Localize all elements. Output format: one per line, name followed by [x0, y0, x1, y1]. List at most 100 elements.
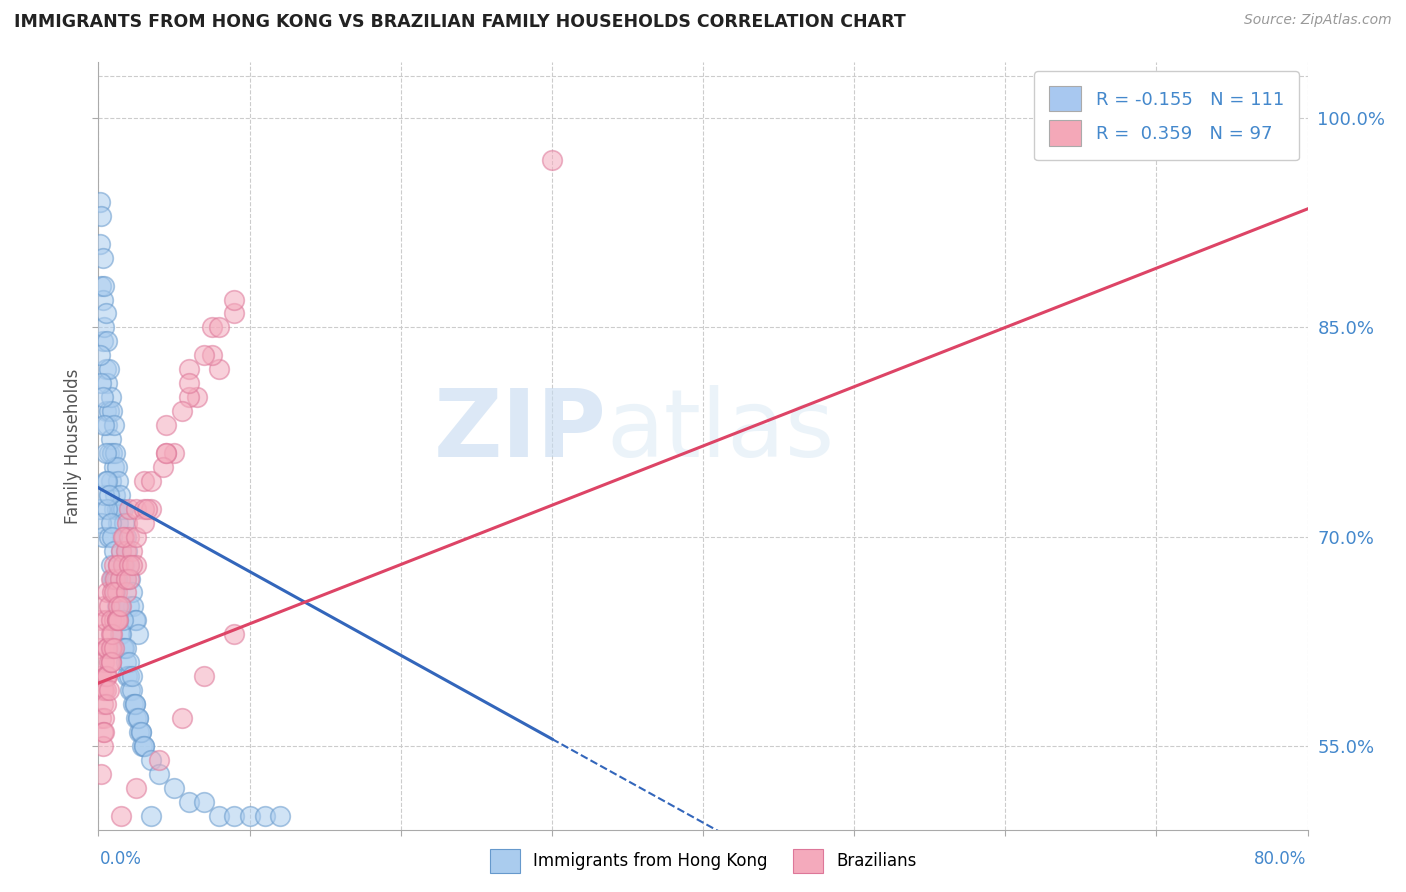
Point [96, 474, 118, 488]
Point [93, 683, 115, 698]
Point [107, 613, 129, 627]
Point [132, 516, 155, 530]
Point [104, 572, 127, 586]
Point [125, 613, 148, 627]
Point [170, 404, 193, 418]
Point [100, 432, 122, 446]
Point [103, 418, 125, 433]
Point [101, 572, 124, 586]
Point [104, 488, 127, 502]
Point [93, 320, 115, 334]
Point [121, 585, 143, 599]
Point [155, 418, 177, 433]
Point [90, 613, 112, 627]
Point [107, 558, 129, 572]
Point [96, 641, 118, 656]
Point [114, 530, 136, 544]
Point [96, 418, 118, 433]
Text: ZIP: ZIP [433, 384, 606, 476]
Point [94, 306, 117, 320]
Point [131, 739, 153, 753]
Point [105, 613, 128, 627]
Point [128, 725, 150, 739]
Point [90, 376, 112, 391]
Point [132, 739, 155, 753]
Point [114, 572, 136, 586]
Point [132, 474, 155, 488]
Legend: R = -0.155   N = 111, R =  0.359   N = 97: R = -0.155 N = 111, R = 0.359 N = 97 [1035, 71, 1299, 161]
Point [89, 236, 111, 251]
Point [201, 348, 224, 362]
Point [121, 543, 143, 558]
Point [540, 153, 562, 167]
Point [114, 641, 136, 656]
Point [111, 530, 134, 544]
Point [103, 501, 125, 516]
Point [93, 711, 115, 725]
Point [96, 641, 118, 656]
Point [118, 558, 141, 572]
Point [155, 446, 177, 460]
Point [110, 808, 132, 822]
Point [118, 669, 141, 683]
Point [98, 530, 121, 544]
Point [115, 669, 138, 683]
Point [152, 459, 174, 474]
Point [163, 780, 186, 795]
Point [90, 516, 112, 530]
Point [105, 501, 128, 516]
Point [132, 501, 155, 516]
Point [122, 697, 145, 711]
Point [98, 404, 121, 418]
Text: Source: ZipAtlas.com: Source: ZipAtlas.com [1244, 13, 1392, 28]
Point [108, 599, 131, 614]
Point [125, 530, 148, 544]
Point [101, 446, 124, 460]
Point [91, 251, 114, 265]
Point [129, 725, 152, 739]
Point [239, 808, 262, 822]
Point [98, 488, 121, 502]
Point [105, 572, 128, 586]
Point [129, 725, 152, 739]
Point [100, 516, 122, 530]
Point [224, 293, 246, 307]
Point [108, 572, 131, 586]
Point [94, 446, 117, 460]
Point [91, 683, 114, 698]
Point [91, 725, 114, 739]
Point [94, 683, 117, 698]
Point [120, 572, 142, 586]
Point [118, 655, 141, 669]
Point [107, 558, 129, 572]
Point [101, 641, 124, 656]
Point [125, 501, 148, 516]
Point [122, 599, 145, 614]
Point [94, 669, 117, 683]
Legend: Immigrants from Hong Kong, Brazilians: Immigrants from Hong Kong, Brazilians [484, 842, 922, 880]
Point [141, 501, 163, 516]
Text: 0.0%: 0.0% [100, 850, 142, 869]
Point [208, 362, 231, 376]
Point [110, 627, 132, 641]
Point [103, 459, 125, 474]
Point [93, 655, 115, 669]
Point [155, 446, 177, 460]
Point [193, 669, 215, 683]
Point [91, 739, 114, 753]
Point [91, 530, 114, 544]
Point [100, 627, 122, 641]
Point [93, 488, 115, 502]
Point [105, 459, 128, 474]
Point [186, 390, 208, 404]
Point [111, 501, 134, 516]
Point [91, 334, 114, 349]
Point [124, 613, 146, 627]
Point [141, 753, 163, 767]
Point [111, 558, 134, 572]
Point [94, 474, 117, 488]
Point [127, 627, 149, 641]
Point [111, 613, 134, 627]
Point [148, 753, 170, 767]
Point [135, 501, 157, 516]
